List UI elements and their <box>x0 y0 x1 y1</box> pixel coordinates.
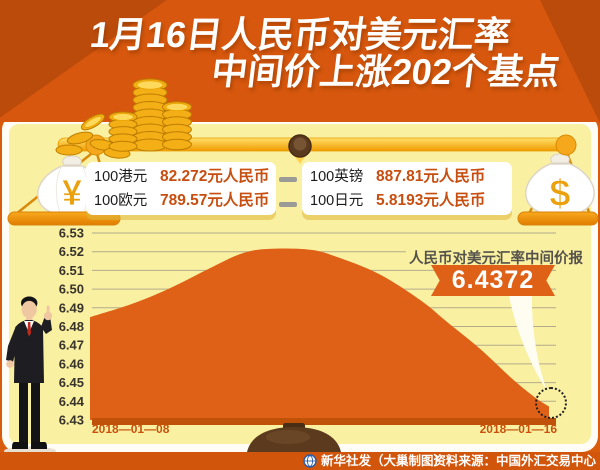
businessman-illustration <box>4 296 56 456</box>
rate-value: 887.81元人民币 <box>376 168 486 185</box>
scale-pan-left <box>7 211 121 226</box>
endpoint-dotted-circle <box>535 387 567 419</box>
rate-row-eur: 100欧元 789.57元人民币 <box>94 189 276 213</box>
footer-credit-text: 新华社发（大巢制图） <box>321 454 447 468</box>
rate-row-gbp: 100英镑 887.81元人民币 <box>310 165 512 189</box>
money-pot-icon <box>247 423 341 452</box>
footer-bar: 新华社发（大巢制图） 资料来源：中国外汇交易中心 <box>0 452 600 470</box>
callout-tail <box>507 287 547 391</box>
header-banner <box>0 0 600 123</box>
rate-box-left: 100港元 82.272元人民币 100欧元 789.57元人民币 <box>86 162 276 215</box>
rate-label: 100港元 <box>94 169 148 185</box>
callout-value: 6.4372 <box>451 266 535 294</box>
connector-dash <box>279 177 297 182</box>
rate-row-hkd: 100港元 82.272元人民币 <box>94 165 276 189</box>
rate-value: 82.272元人民币 <box>160 168 270 185</box>
footer-credit: 新华社发（大巢制图） <box>303 452 446 470</box>
scale-pan-right <box>517 211 599 226</box>
scale-fulcrum-highlight <box>293 137 307 151</box>
xinhua-logo-icon <box>303 454 317 468</box>
rate-row-jpy: 100日元 5.8193元人民币 <box>310 189 512 213</box>
rate-value: 5.8193元人民币 <box>376 192 486 209</box>
dollar-symbol: $ <box>549 173 570 215</box>
gold-coins-icon <box>55 78 192 159</box>
dollar-bag-icon: $ <box>525 153 595 217</box>
rate-value: 789.57元人民币 <box>160 192 270 209</box>
page-title: 1月16日人民币对美元汇率 中间价上涨202个基点 <box>0 14 600 92</box>
rate-label: 100欧元 <box>94 193 148 209</box>
title-line-1: 1月16日人民币对美元汇率 <box>87 14 513 55</box>
footer-source: 资料来源：中国外汇交易中心 <box>433 454 596 468</box>
yuan-symbol: ¥ <box>62 172 82 213</box>
scale-knob-right <box>555 134 577 156</box>
rate-box-right: 100英镑 887.81元人民币 100日元 5.8193元人民币 <box>302 162 512 215</box>
rate-label: 100英镑 <box>310 169 364 185</box>
title-line-2: 中间价上涨202个基点 <box>209 51 563 92</box>
rate-label: 100日元 <box>310 193 364 209</box>
callout-value-banner: 6.4372 <box>431 265 555 296</box>
connector-dash <box>279 202 297 207</box>
